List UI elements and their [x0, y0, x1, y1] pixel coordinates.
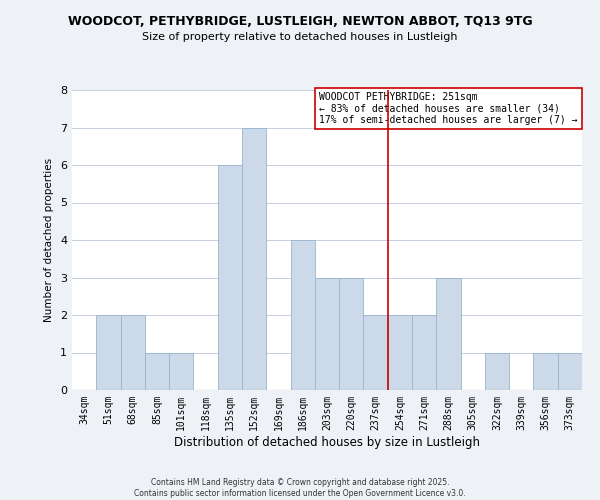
Text: WOODCOT PETHYBRIDGE: 251sqm
← 83% of detached houses are smaller (34)
17% of sem: WOODCOT PETHYBRIDGE: 251sqm ← 83% of det…: [319, 92, 578, 124]
Bar: [290, 240, 315, 390]
Bar: [145, 352, 169, 390]
Bar: [315, 278, 339, 390]
Bar: [242, 128, 266, 390]
Text: Size of property relative to detached houses in Lustleigh: Size of property relative to detached ho…: [142, 32, 458, 42]
Bar: [364, 315, 388, 390]
Bar: [218, 165, 242, 390]
Bar: [96, 315, 121, 390]
Bar: [533, 352, 558, 390]
Bar: [121, 315, 145, 390]
Bar: [388, 315, 412, 390]
Bar: [339, 278, 364, 390]
Bar: [412, 315, 436, 390]
X-axis label: Distribution of detached houses by size in Lustleigh: Distribution of detached houses by size …: [174, 436, 480, 448]
Y-axis label: Number of detached properties: Number of detached properties: [44, 158, 55, 322]
Bar: [169, 352, 193, 390]
Text: WOODCOT, PETHYBRIDGE, LUSTLEIGH, NEWTON ABBOT, TQ13 9TG: WOODCOT, PETHYBRIDGE, LUSTLEIGH, NEWTON …: [68, 15, 532, 28]
Bar: [485, 352, 509, 390]
Bar: [436, 278, 461, 390]
Text: Contains HM Land Registry data © Crown copyright and database right 2025.
Contai: Contains HM Land Registry data © Crown c…: [134, 478, 466, 498]
Bar: [558, 352, 582, 390]
